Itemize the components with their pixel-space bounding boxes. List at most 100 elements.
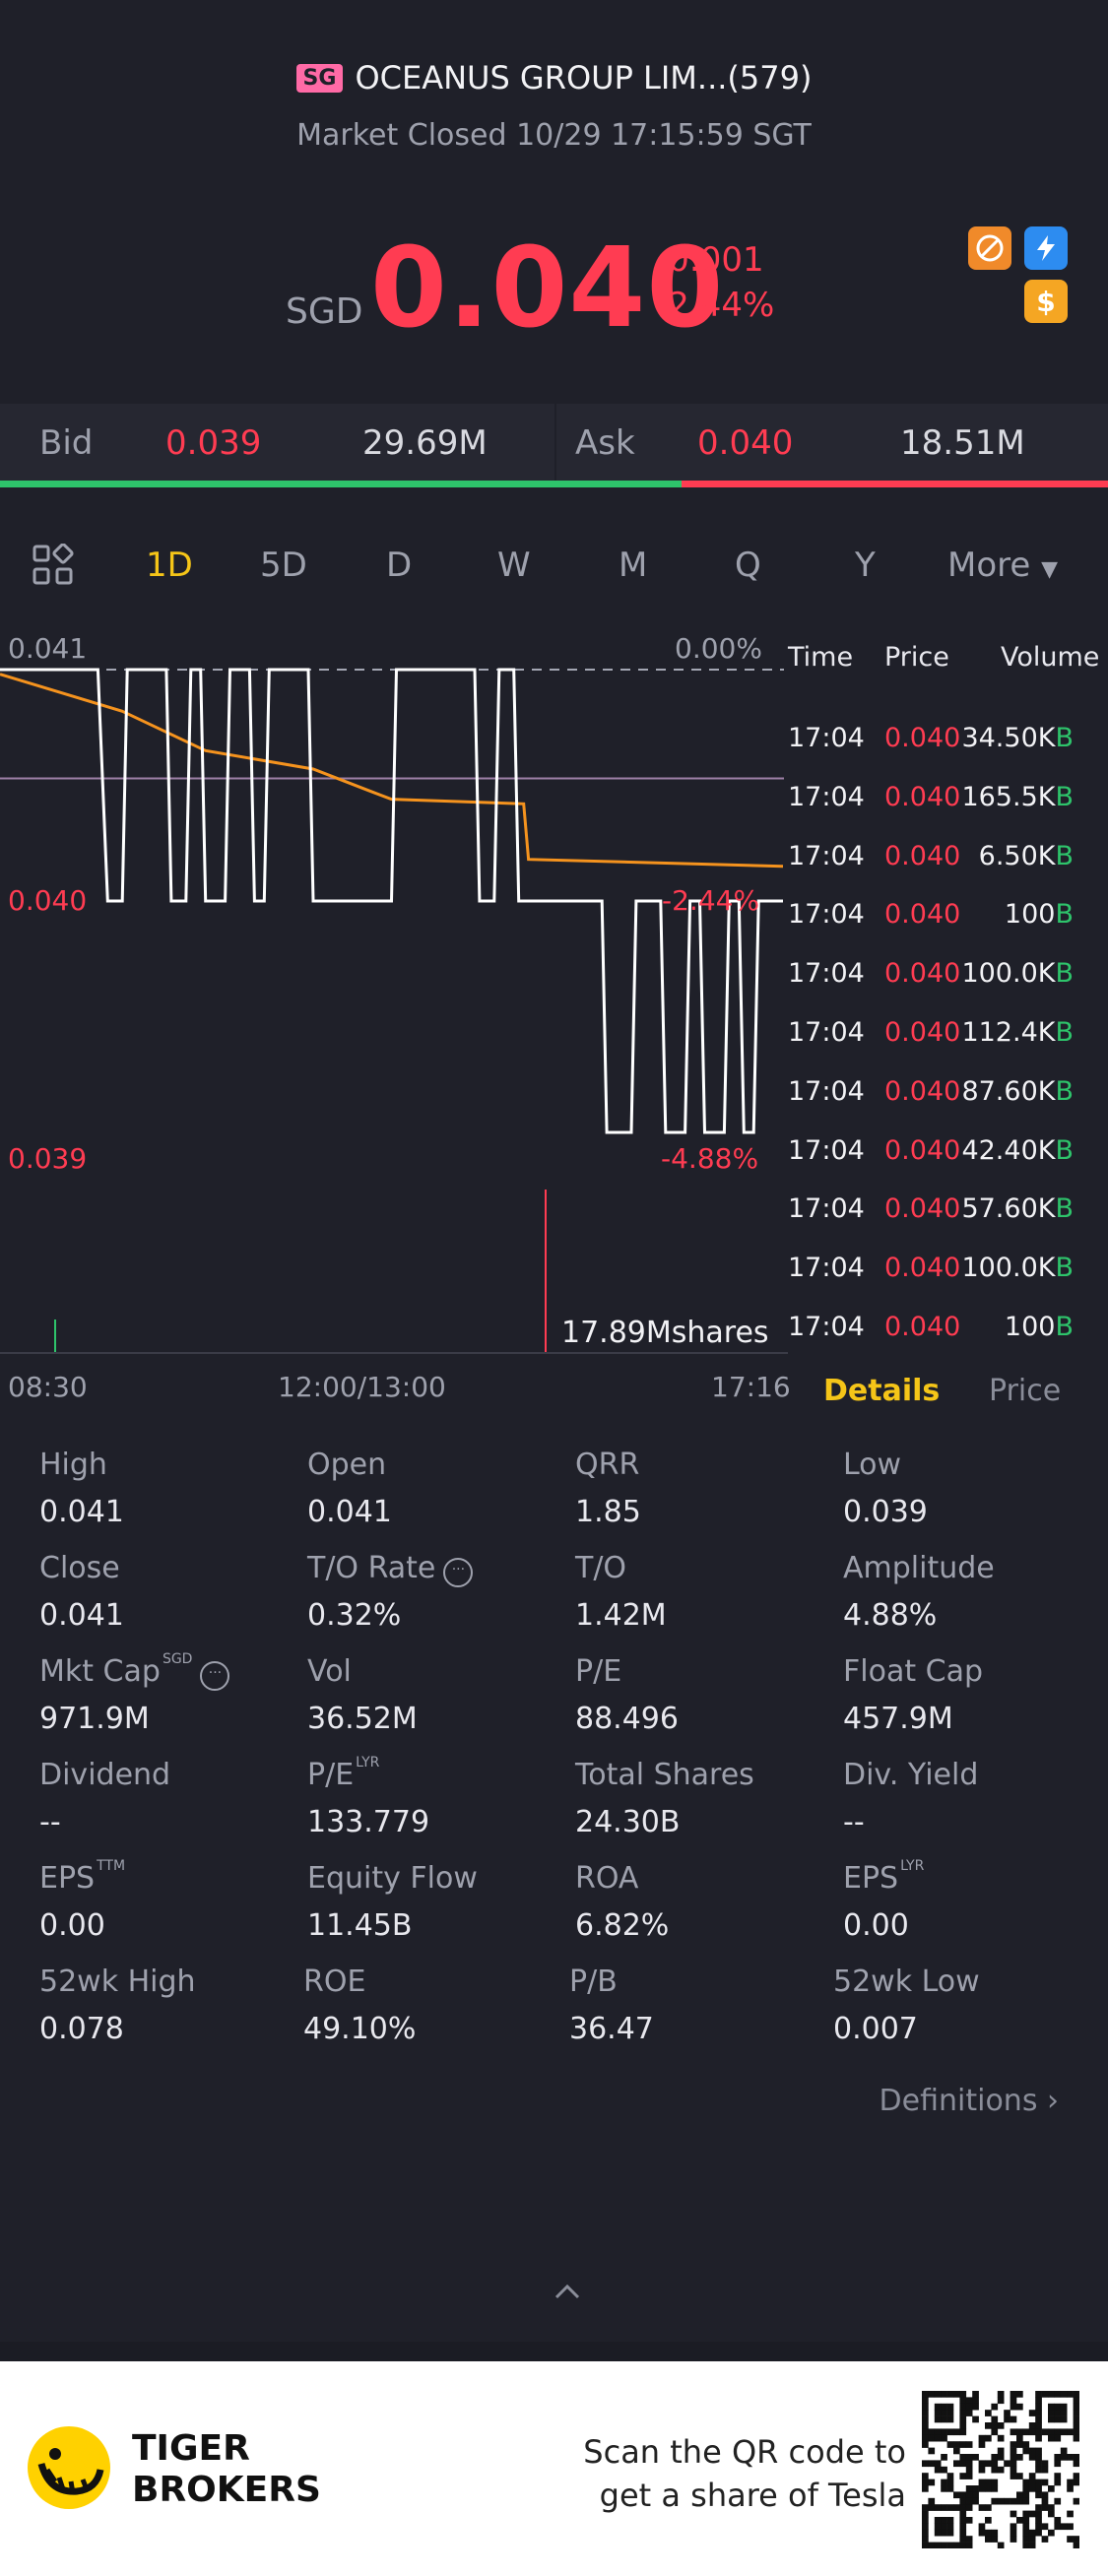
tab-y[interactable]: Y bbox=[855, 546, 876, 585]
trade-volume: 112.4KB bbox=[788, 1017, 1074, 1048]
detail-label-text: Close bbox=[39, 1551, 120, 1585]
trade-header-volume: Volume bbox=[1001, 642, 1100, 673]
detail-superscript: SGD bbox=[162, 1651, 193, 1667]
stock-title: SG OCEANUS GROUP LIM...(579) bbox=[0, 59, 1108, 97]
trade-list[interactable] bbox=[784, 628, 1108, 1352]
detail-value-to-rate: 0.32% bbox=[307, 1598, 402, 1633]
trade-time: 17:04 bbox=[788, 899, 865, 931]
trade-volume: 100.0KB bbox=[788, 958, 1074, 989]
trade-price: 0.040 bbox=[884, 1075, 961, 1107]
trade-time: 17:04 bbox=[788, 1017, 865, 1048]
trade-volume-value: 165.5K bbox=[961, 781, 1056, 812]
trade-time: 17:04 bbox=[788, 958, 865, 990]
detail-value-qrr: 1.85 bbox=[575, 1495, 641, 1529]
more-info-icon[interactable]: ··· bbox=[443, 1558, 474, 1587]
more-info-icon[interactable]: ··· bbox=[200, 1661, 230, 1691]
trade-side: B bbox=[1055, 1134, 1074, 1166]
trade-volume-value: 87.60K bbox=[961, 1075, 1056, 1107]
bid-ratio-bar bbox=[0, 481, 682, 487]
detail-label-float-cap: Float Cap bbox=[843, 1654, 983, 1689]
tab-q[interactable]: Q bbox=[735, 546, 761, 585]
detail-value-eps-lyr: 0.00 bbox=[843, 1908, 909, 1943]
tab-price[interactable]: Price bbox=[989, 1374, 1062, 1408]
detail-label-low: Low bbox=[843, 1448, 901, 1482]
intraday-chart[interactable] bbox=[0, 620, 788, 1354]
volume-label: 17.89Mshares bbox=[561, 1316, 769, 1350]
tab-m[interactable]: M bbox=[619, 546, 648, 585]
detail-label-vol: Vol bbox=[307, 1654, 352, 1689]
detail-label-text: Dividend bbox=[39, 1758, 171, 1792]
detail-label-text: ROA bbox=[575, 1861, 639, 1896]
tab-1d[interactable]: 1D bbox=[146, 546, 193, 585]
promo-line-2: get a share of Tesla bbox=[599, 2477, 906, 2514]
flash-icon[interactable] bbox=[1024, 226, 1068, 270]
price-change: -0.001 bbox=[656, 240, 764, 280]
detail-label-mkt-cap: Mkt Cap SGD ··· bbox=[39, 1651, 230, 1691]
tiger-logo-icon bbox=[26, 2424, 112, 2515]
no-pattern-icon[interactable] bbox=[968, 226, 1011, 270]
detail-superscript: LYR bbox=[900, 1858, 925, 1874]
trade-time: 17:04 bbox=[788, 781, 865, 812]
tab-d[interactable]: D bbox=[386, 546, 413, 585]
trade-side: B bbox=[1055, 1075, 1074, 1107]
brand-name: TIGER BROKERS bbox=[132, 2428, 321, 2511]
last-price: 0.040 bbox=[370, 225, 725, 353]
detail-label-roe: ROE bbox=[303, 1964, 365, 1999]
dollar-icon[interactable]: $ bbox=[1024, 280, 1068, 323]
trade-time: 17:04 bbox=[788, 840, 865, 871]
trade-volume: 42.40KB bbox=[788, 1135, 1074, 1166]
x-axis-mid: 12:00/13:00 bbox=[278, 1371, 446, 1403]
chevron-up-icon[interactable] bbox=[554, 2283, 581, 2304]
detail-label-to: T/O bbox=[575, 1551, 626, 1585]
promo-line-1: Scan the QR code to bbox=[583, 2433, 906, 2471]
detail-value-div-yield: -- bbox=[843, 1805, 865, 1839]
layout-grid-icon[interactable] bbox=[32, 543, 75, 591]
definitions-link[interactable]: Definitions › bbox=[880, 2084, 1059, 2118]
tab-more[interactable]: More ▼ bbox=[947, 546, 1058, 585]
tab-details[interactable]: Details bbox=[823, 1374, 941, 1408]
ask-ratio-bar bbox=[682, 481, 1108, 487]
detail-label-52wk-high: 52wk High bbox=[39, 1964, 196, 1999]
detail-value-mkt-cap: 971.9M bbox=[39, 1702, 150, 1736]
detail-label-text: Amplitude bbox=[843, 1551, 995, 1585]
detail-label-pe-lyr: P/E LYR bbox=[307, 1755, 379, 1792]
brand-line-1: TIGER bbox=[132, 2428, 250, 2469]
currency-label: SGD bbox=[286, 291, 363, 332]
trade-volume: 57.60KB bbox=[788, 1193, 1074, 1224]
trade-volume-value: 100.0K bbox=[961, 958, 1056, 990]
x-axis-start: 08:30 bbox=[8, 1371, 88, 1403]
trade-volume-value: 34.50K bbox=[961, 723, 1056, 753]
y-axis-top: 0.041 bbox=[8, 632, 88, 665]
trade-price: 0.040 bbox=[884, 899, 961, 931]
detail-label-to-rate: T/O Rate ··· bbox=[307, 1551, 474, 1587]
market-badge: SG bbox=[295, 64, 344, 93]
pct-axis-mid: -2.44% bbox=[662, 884, 760, 917]
bid-price: 0.039 bbox=[165, 423, 262, 463]
bottom-strip bbox=[0, 2342, 1108, 2363]
trade-side: B bbox=[1055, 1312, 1074, 1342]
detail-value-eps-ttm: 0.00 bbox=[39, 1908, 105, 1943]
trade-price: 0.040 bbox=[884, 840, 961, 871]
trade-volume: 100.0KB bbox=[788, 1253, 1074, 1283]
brand-line-2: BROKERS bbox=[132, 2470, 321, 2510]
trade-price: 0.040 bbox=[884, 1134, 961, 1166]
tab-w[interactable]: W bbox=[497, 546, 531, 585]
detail-label-high: High bbox=[39, 1448, 107, 1482]
trade-volume-value: 57.60K bbox=[961, 1193, 1056, 1225]
detail-value-float-cap: 457.9M bbox=[843, 1702, 953, 1736]
detail-label-text: Low bbox=[843, 1448, 902, 1482]
trade-volume: 165.5KB bbox=[788, 782, 1074, 812]
detail-label-text: 52wk Low bbox=[833, 1964, 980, 1999]
y-axis-bottom: 0.039 bbox=[8, 1142, 88, 1175]
detail-value-open: 0.041 bbox=[307, 1495, 392, 1529]
trade-price: 0.040 bbox=[884, 1312, 961, 1342]
trade-time: 17:04 bbox=[788, 723, 865, 753]
detail-label-amplitude: Amplitude bbox=[843, 1551, 995, 1585]
tab-5d[interactable]: 5D bbox=[260, 546, 307, 585]
tab-more-label: More bbox=[947, 546, 1031, 585]
detail-value-52wk-low: 0.007 bbox=[833, 2012, 918, 2046]
trade-time: 17:04 bbox=[788, 1253, 865, 1284]
trade-side: B bbox=[1055, 840, 1074, 871]
ask-price: 0.040 bbox=[697, 423, 794, 463]
x-axis-end: 17:16 bbox=[711, 1371, 791, 1403]
